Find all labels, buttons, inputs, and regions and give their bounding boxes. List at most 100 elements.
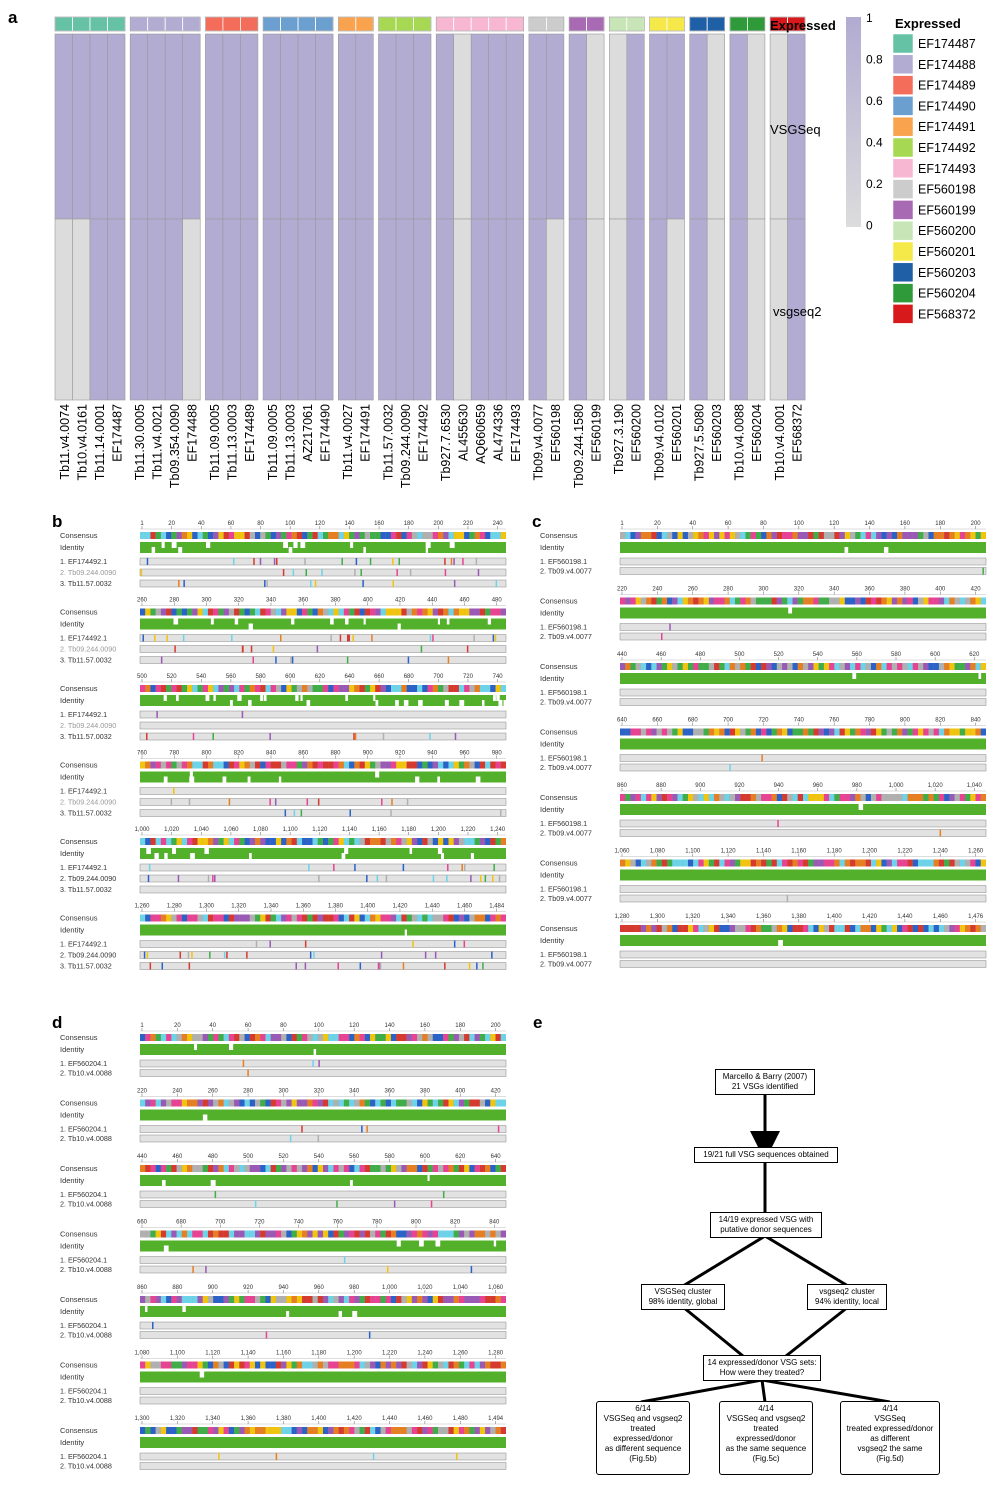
annotation-group	[608, 16, 645, 32]
consensus-segment	[411, 685, 418, 692]
consensus-segment	[782, 532, 788, 539]
consensus-segment	[500, 838, 506, 845]
identity-gap	[373, 695, 376, 701]
consensus-segment	[140, 761, 146, 769]
ruler-tick: 860	[137, 1285, 148, 1291]
consensus-segment	[260, 608, 266, 616]
ruler-tick: 180	[935, 521, 946, 527]
identity-label: Identity	[60, 1307, 84, 1316]
consensus-segment	[458, 685, 465, 692]
sequence-variant	[300, 809, 303, 817]
consensus-label: Consensus	[540, 859, 578, 868]
consensus-segment	[787, 859, 793, 867]
consensus-segment	[155, 1230, 161, 1238]
ruler-tick: 80	[760, 521, 767, 527]
consensus-segment	[275, 1427, 282, 1434]
ruler-tick: 580	[256, 674, 267, 680]
consensus-segment	[176, 1427, 182, 1434]
consensus-segment	[646, 663, 652, 670]
consensus-segment	[375, 1165, 381, 1172]
consensus-segment	[923, 597, 929, 605]
consensus-segment	[422, 1427, 428, 1434]
consensus-segment	[166, 1099, 172, 1107]
consensus-segment	[474, 1099, 480, 1107]
consensus-segment	[370, 1361, 376, 1369]
consensus-segment	[181, 532, 188, 539]
consensus-segment	[349, 1230, 355, 1238]
consensus-segment	[396, 1230, 402, 1238]
sequence-variant	[212, 875, 214, 882]
sequence-track	[139, 557, 507, 566]
flow-node-same-sequence: 4/14 VSGSeq and vsgseq2 treated expressed/d…	[719, 1401, 813, 1475]
consensus-segment	[656, 728, 662, 736]
consensus-segment	[719, 597, 725, 605]
legend-label: EF560199	[918, 203, 976, 217]
consensus-segment	[443, 532, 449, 539]
connector-4a	[682, 1305, 744, 1358]
consensus-segment	[771, 925, 777, 932]
identity-bar	[140, 618, 506, 630]
consensus-segment	[745, 859, 751, 867]
sequence-track	[619, 567, 987, 575]
ruler-tick: 260	[137, 598, 148, 604]
consensus-segment	[270, 685, 276, 692]
ruler-tick: 280	[169, 598, 180, 604]
consensus-segment	[865, 532, 871, 539]
consensus-segment	[417, 1361, 423, 1369]
consensus-segment	[171, 761, 177, 769]
ruler-tick: 620	[455, 1154, 466, 1160]
consensus-segment	[349, 608, 355, 616]
ruler-tick: 1,180	[311, 1351, 327, 1357]
legend-swatch	[892, 54, 914, 75]
sequence-variant	[432, 634, 434, 642]
sequence-variant	[359, 962, 362, 970]
consensus-segment	[380, 1230, 386, 1238]
consensus-segment	[244, 1165, 250, 1172]
consensus-segment	[464, 1361, 470, 1369]
consensus-segment	[933, 728, 939, 736]
consensus-segment	[490, 914, 496, 922]
identity-gap	[352, 1311, 358, 1317]
ruler-tick: 400	[935, 587, 946, 593]
column-label: Tb10.v4.0088	[733, 404, 747, 480]
consensus-segment	[464, 1296, 470, 1303]
sequence-label: 2. Tb09.v4.0077	[540, 698, 592, 707]
identity-label: Identity	[60, 543, 84, 552]
consensus-segment	[260, 838, 266, 845]
sequence-variant	[304, 962, 307, 970]
consensus-segment	[197, 532, 203, 539]
sequence-track	[139, 798, 507, 806]
consensus-segment	[677, 728, 683, 736]
consensus-segment	[490, 1230, 496, 1238]
consensus-segment	[474, 1034, 480, 1041]
consensus-segment	[432, 532, 439, 539]
ruler-tick: 1,080	[134, 1351, 150, 1357]
identity-gap	[395, 700, 399, 706]
consensus-segment	[192, 1165, 198, 1172]
consensus-segment	[417, 608, 423, 616]
consensus-segment	[145, 1296, 151, 1303]
identity-gap	[425, 547, 429, 553]
consensus-segment	[354, 1296, 360, 1303]
consensus-segment	[218, 1296, 224, 1303]
consensus-segment	[740, 925, 746, 932]
consensus-segment	[959, 794, 966, 801]
consensus-segment	[453, 1099, 459, 1107]
sequence-track	[139, 634, 507, 642]
consensus-segment	[255, 1427, 261, 1434]
consensus-segment	[375, 1427, 381, 1434]
consensus-segment	[474, 685, 480, 692]
ruler-tick: 1,300	[650, 914, 666, 920]
consensus-segment	[944, 859, 950, 867]
consensus-segment	[270, 761, 276, 769]
consensus-segment	[223, 1361, 229, 1369]
consensus-segment	[317, 1099, 323, 1107]
consensus-segment	[223, 1165, 229, 1172]
consensus-label: Consensus	[60, 684, 98, 693]
consensus-segment	[349, 838, 355, 845]
consensus-segment	[411, 1034, 418, 1041]
consensus-segment	[422, 685, 428, 692]
consensus-segment	[682, 794, 688, 801]
identity-bar	[140, 771, 506, 783]
consensus-segment	[823, 532, 830, 539]
